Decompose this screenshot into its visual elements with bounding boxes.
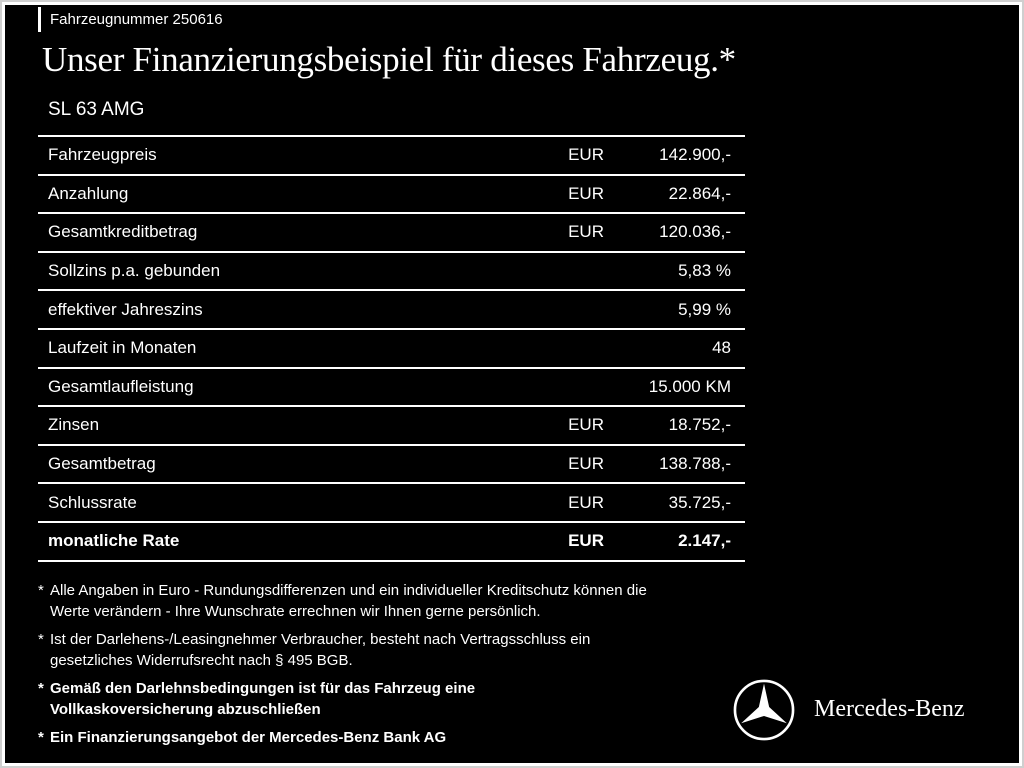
- row-label: Schlussrate: [48, 492, 137, 512]
- table-row: Gesamtlaufleistung 15.000 KM: [38, 366, 745, 406]
- footnote-marker: *: [38, 729, 44, 746]
- footnote-text: Ein Finanzierungsangebot der Mercedes-Be…: [50, 729, 447, 746]
- row-currency: EUR: [568, 492, 604, 512]
- row-label: Gesamtlaufleistung: [48, 376, 194, 396]
- row-label: Sollzins p.a. gebunden: [48, 261, 221, 281]
- row-value: 15.000 KM: [648, 376, 731, 396]
- table-row: Sollzins p.a. gebunden 5,83 %: [38, 250, 745, 290]
- footnote-marker: *: [38, 631, 44, 648]
- row-value: 22.864,-: [668, 183, 731, 203]
- table-row: Fahrzeugpreis EUR 142.900,-: [38, 135, 745, 174]
- page-title: Unser Finanzierungsbeispiel für dieses F…: [42, 40, 736, 79]
- row-value: 35.725,-: [668, 492, 731, 512]
- footnote: * Alle Angaben in Euro - Rundungsdiffere…: [38, 580, 750, 622]
- row-value: 138.788,-: [659, 454, 731, 474]
- row-label: Gesamtkreditbetrag: [48, 222, 198, 242]
- footnote: * Ein Finanzierungsangebot der Mercedes-…: [38, 727, 750, 748]
- footnote: * Ist der Darlehens-/Leasingnehmer Verbr…: [38, 629, 750, 671]
- row-value: 120.036,-: [659, 222, 731, 242]
- row-currency: EUR: [568, 454, 604, 474]
- row-currency: EUR: [568, 222, 604, 242]
- table-row: Schlussrate EUR 35.725,-: [38, 482, 745, 521]
- footnote-text: Ist der Darlehens-/Leasingnehmer Verbrau…: [50, 631, 591, 669]
- row-value: 48: [712, 338, 731, 358]
- row-label: Zinsen: [48, 415, 100, 435]
- row-value: 5,99 %: [678, 299, 731, 319]
- vehicle-number: Fahrzeugnummer 250616: [38, 7, 223, 32]
- row-label: Gesamtbetrag: [48, 454, 156, 474]
- row-value: 18.752,-: [668, 415, 731, 435]
- footnote-marker: *: [38, 582, 44, 599]
- row-label: monatliche Rate: [48, 531, 180, 551]
- table-row-monthly-rate: monatliche Rate EUR 2.147,-: [38, 520, 745, 560]
- table-row: effektiver Jahreszins 5,99 %: [38, 289, 745, 328]
- model-name: SL 63 AMG: [48, 99, 145, 120]
- row-label: Laufzeit in Monaten: [48, 338, 197, 358]
- row-currency: EUR: [568, 531, 604, 551]
- table-row: Zinsen EUR 18.752,-: [38, 405, 745, 444]
- row-label: Anzahlung: [48, 183, 129, 203]
- table-row: Gesamtbetrag EUR 138.788,-: [38, 443, 745, 483]
- row-value: 142.900,-: [659, 145, 731, 165]
- footnotes: * Alle Angaben in Euro - Rundungsdiffere…: [38, 580, 750, 755]
- table-row: Anzahlung EUR 22.864,-: [38, 173, 745, 213]
- row-label: effektiver Jahreszins: [48, 299, 203, 319]
- table-row: Laufzeit in Monaten 48: [38, 327, 745, 367]
- row-currency: EUR: [568, 145, 604, 165]
- row-value: 2.147,-: [678, 531, 731, 551]
- table-row: Gesamtkreditbetrag EUR 120.036,-: [38, 212, 745, 251]
- row-currency: EUR: [568, 183, 604, 203]
- footnote-marker: *: [38, 680, 44, 697]
- brand-wordmark: Mercedes-Benz: [814, 696, 965, 722]
- footnote-text: Alle Angaben in Euro - Rundungsdifferenz…: [50, 582, 647, 620]
- footnote: * Gemäß den Darlehnsbedingungen ist für …: [38, 678, 750, 720]
- mercedes-star-icon: [731, 677, 797, 743]
- financing-table: Fahrzeugpreis EUR 142.900,- Anzahlung EU…: [38, 135, 745, 562]
- row-value: 5,83 %: [678, 261, 731, 281]
- row-currency: EUR: [568, 415, 604, 435]
- row-label: Fahrzeugpreis: [48, 145, 157, 165]
- footnote-text: Gemäß den Darlehnsbedingungen ist für da…: [50, 680, 476, 718]
